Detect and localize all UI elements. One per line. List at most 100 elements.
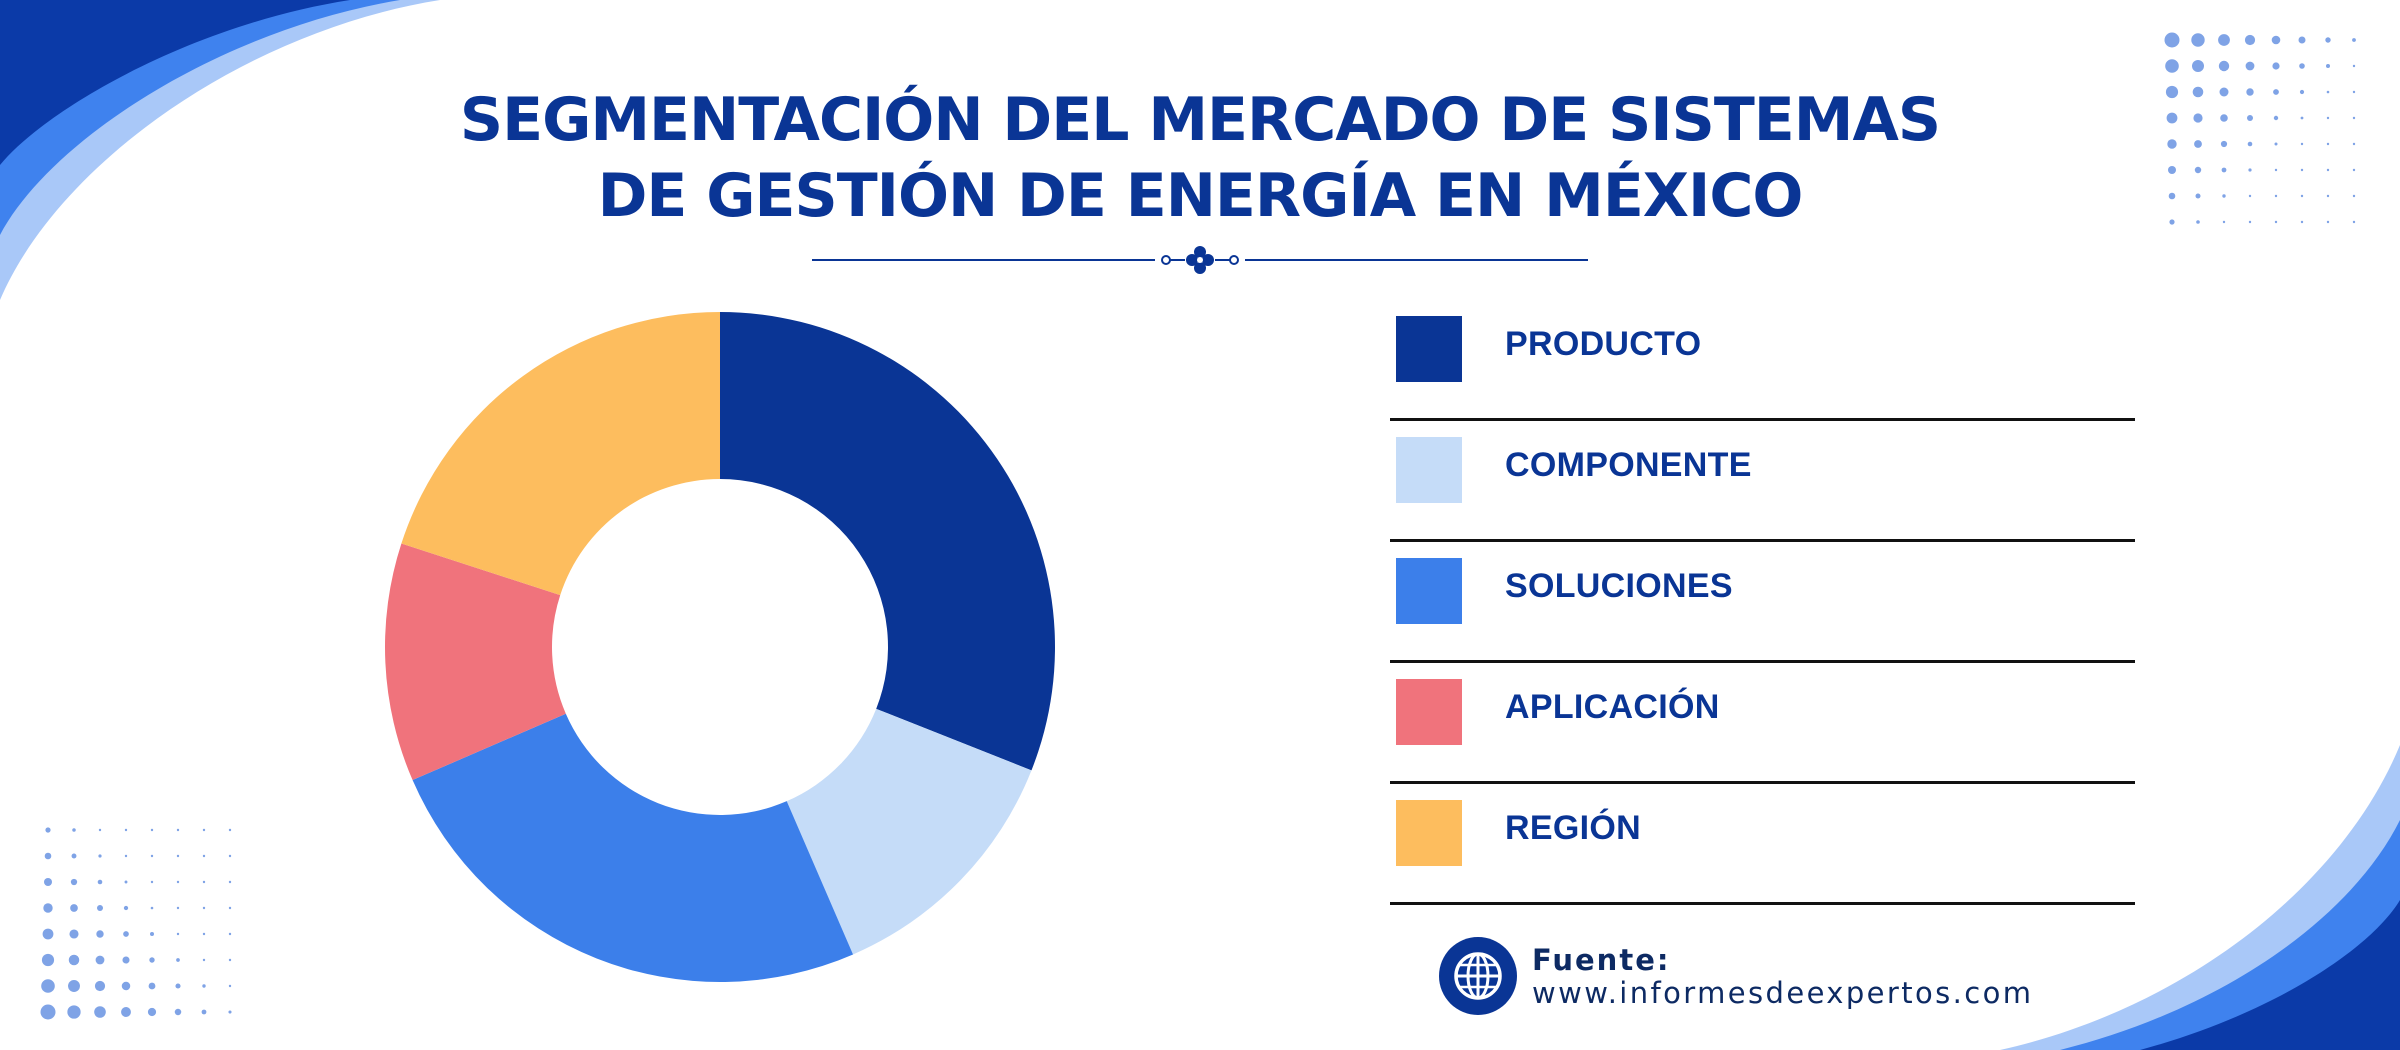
decor-dot	[2166, 112, 2178, 124]
decor-dot	[2222, 194, 2226, 198]
decor-dot	[68, 980, 80, 992]
decor-dot	[44, 852, 52, 860]
decor-dot	[41, 979, 55, 993]
decor-dot	[202, 958, 206, 962]
legend-swatch	[1396, 800, 1462, 866]
decor-dot	[2167, 139, 2177, 149]
decor-dot	[2192, 86, 2204, 98]
legend-swatch	[1396, 316, 1462, 382]
legend-swatch	[1396, 437, 1462, 503]
decor-dot	[2300, 142, 2304, 146]
decor-dot	[150, 880, 154, 884]
slice-region	[401, 312, 720, 596]
decor-dot	[96, 930, 104, 938]
decor-dot	[2165, 59, 2179, 73]
decor-dot	[2326, 116, 2330, 120]
decor-dot	[2352, 90, 2356, 94]
decor-dot	[2248, 168, 2252, 172]
decor-dot	[202, 984, 206, 988]
decor-dot	[2220, 114, 2228, 122]
decor-dot	[176, 958, 180, 962]
decor-dot	[2245, 61, 2255, 71]
decor-dot	[45, 827, 51, 833]
decor-dot	[150, 906, 154, 910]
decor-dot	[124, 828, 128, 832]
decor-dot	[2326, 90, 2330, 94]
decor-dot	[2352, 168, 2356, 172]
decor-dot	[201, 1009, 207, 1015]
decor-dot	[2352, 142, 2356, 146]
decor-dot	[94, 1006, 106, 1018]
decor-dot	[2221, 167, 2227, 173]
decor-dot	[2248, 220, 2252, 224]
decor-dot	[2272, 62, 2280, 70]
decor-dot	[2195, 193, 2201, 199]
decor-dot	[2326, 168, 2330, 172]
decor-dot	[150, 932, 154, 936]
decor-dot	[2352, 220, 2356, 224]
decor-dot	[2299, 89, 2305, 95]
decor-dot	[41, 953, 55, 967]
decor-dot	[2326, 194, 2330, 198]
decor-dot	[123, 905, 129, 911]
decor-dot	[123, 931, 129, 937]
legend-label: SOLUCIONES	[1505, 567, 1733, 605]
decor-dot	[2222, 220, 2226, 224]
legend-label: APLICACIÓN	[1505, 688, 1720, 726]
decor-dot	[2169, 219, 2175, 225]
bottom-right-wave	[2000, 745, 2400, 1050]
title-line-1: SEGMENTACIÓN DEL MERCADO DE SISTEMAS	[459, 85, 1941, 155]
decor-dot	[2326, 220, 2330, 224]
decor-dot	[150, 828, 154, 832]
globe-icon	[1439, 937, 1517, 1015]
decor-dot	[228, 932, 232, 936]
decor-dot	[2300, 116, 2304, 120]
decor-dot	[228, 828, 232, 832]
decor-dot	[2274, 220, 2278, 224]
decor-dot	[124, 880, 128, 884]
legend-item-aplicacion: APLICACIÓN	[1390, 663, 2135, 784]
decor-dot	[2168, 192, 2176, 200]
decor-dot	[176, 854, 180, 858]
title-divider	[812, 246, 1588, 274]
decor-dot	[176, 828, 180, 832]
chart-slices	[385, 312, 1055, 982]
page-title: SEGMENTACIÓN DEL MERCADO DE SISTEMAS DE …	[300, 82, 2100, 234]
title-line-2: DE GESTIÓN DE ENERGÍA EN MÉXICO	[597, 161, 1804, 231]
decor-dot	[2218, 60, 2230, 72]
decor-dot	[2220, 140, 2228, 148]
decor-dot	[176, 932, 180, 936]
decor-dot	[43, 903, 53, 913]
legend-label: REGIÓN	[1505, 809, 1641, 847]
decor-dot	[94, 980, 106, 992]
decor-dot	[98, 828, 102, 832]
decor-dot	[148, 982, 156, 990]
decor-dot	[2273, 115, 2279, 121]
slice-producto	[720, 312, 1055, 771]
decor-dot	[2274, 194, 2278, 198]
decor-dot	[2246, 88, 2254, 96]
decor-dot	[2271, 35, 2281, 45]
decor-dot	[2168, 166, 2176, 174]
decor-dot	[176, 906, 180, 910]
decor-dot	[2244, 34, 2256, 46]
decor-dot	[2248, 194, 2252, 198]
slice-aplicacion	[385, 543, 566, 781]
decor-dot	[70, 878, 78, 886]
decor-dot	[97, 905, 103, 911]
decor-dot	[149, 957, 155, 963]
donut-chart	[385, 312, 1055, 982]
decor-dot	[2219, 87, 2229, 97]
decor-dot	[174, 1008, 182, 1016]
decor-dot	[70, 904, 78, 912]
decor-dot	[202, 906, 206, 910]
decor-dot	[124, 854, 128, 858]
decor-dot	[2165, 85, 2179, 99]
decor-dot	[202, 854, 206, 858]
decor-dot	[2352, 116, 2356, 120]
decor-dot	[2352, 194, 2356, 198]
decor-dot	[2194, 166, 2202, 174]
dot-pattern-top-right	[2164, 32, 2356, 225]
decor-dot	[71, 853, 77, 859]
legend-item-soluciones: SOLUCIONES	[1390, 542, 2135, 663]
